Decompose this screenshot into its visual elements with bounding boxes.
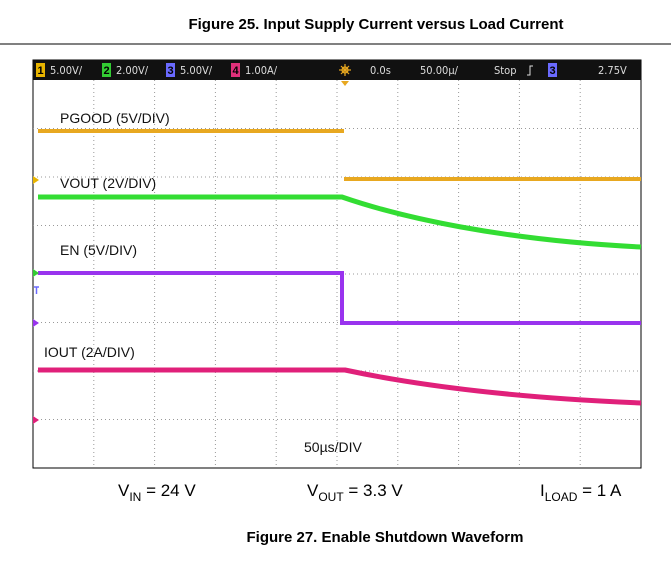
ch-number: 4 [232, 65, 239, 77]
text-part: = 3.3 V [344, 481, 404, 500]
trace-label: PGOOD (5V/DIV) [60, 110, 170, 126]
text-part: IN [129, 490, 141, 504]
run-state: Stop [494, 64, 517, 77]
scope-screen: 1 5.00V/ 2 2.00V/ 3 5.00V/ 4 1.00A/ 0.0s… [32, 59, 642, 469]
trigger-channel: 3 [549, 65, 555, 77]
condition: VOUT = 3.3 V [307, 481, 403, 504]
trigger-level-marker [34, 286, 39, 294]
en-trace [38, 271, 641, 325]
edge-icon [527, 65, 533, 76]
trace-label: EN (5V/DIV) [60, 242, 137, 258]
text-part: V [307, 481, 319, 500]
condition: VIN = 24 V [118, 481, 196, 504]
ch-badge [231, 63, 240, 77]
trigger-icon [339, 64, 351, 76]
ch-offset-marker [33, 269, 39, 277]
text-part: LOAD [545, 490, 578, 504]
footer-caption: Figure 27. Enable Shutdown Waveform [247, 529, 524, 546]
ch-offset-marker [33, 416, 39, 424]
vout-trace [38, 194, 642, 250]
graticule [33, 80, 641, 468]
ch-offset-marker [33, 176, 39, 184]
trace-label: VOUT (2V/DIV) [60, 175, 156, 191]
ch-badge [102, 63, 111, 77]
ch-scale: 2.00V/ [116, 64, 149, 77]
trigger-level: 2.75V [598, 64, 627, 77]
time-scale: 50µs/DIV [304, 439, 363, 455]
text-part: V [118, 481, 130, 500]
timebase: 50.00µ/ [420, 64, 459, 77]
ch-offset-marker [33, 319, 39, 327]
text-part: OUT [318, 490, 344, 504]
trig-badge [548, 63, 557, 77]
ch-number: 1 [37, 65, 43, 77]
ch-scale: 5.00V/ [50, 64, 83, 77]
ch-badge [166, 63, 175, 77]
header-caption: Figure 25. Input Supply Current versus L… [188, 16, 563, 33]
ch-number: 2 [103, 65, 109, 77]
trace-label: IOUT (2A/DIV) [44, 344, 135, 360]
text-part: = 1 A [577, 481, 622, 500]
ch-number: 3 [167, 65, 173, 77]
ch-scale: 1.00A/ [245, 64, 278, 77]
pgood-trace [38, 129, 641, 181]
delay: 0.0s [370, 64, 391, 77]
iout-trace [38, 367, 642, 406]
trigger-marker [341, 81, 349, 86]
ch-badge [36, 63, 45, 77]
ch-scale: 5.00V/ [180, 64, 213, 77]
text-part: = 24 V [141, 481, 196, 500]
text-part: I [540, 481, 545, 500]
condition: ILOAD = 1 A [540, 481, 622, 504]
status-bar [33, 60, 641, 80]
